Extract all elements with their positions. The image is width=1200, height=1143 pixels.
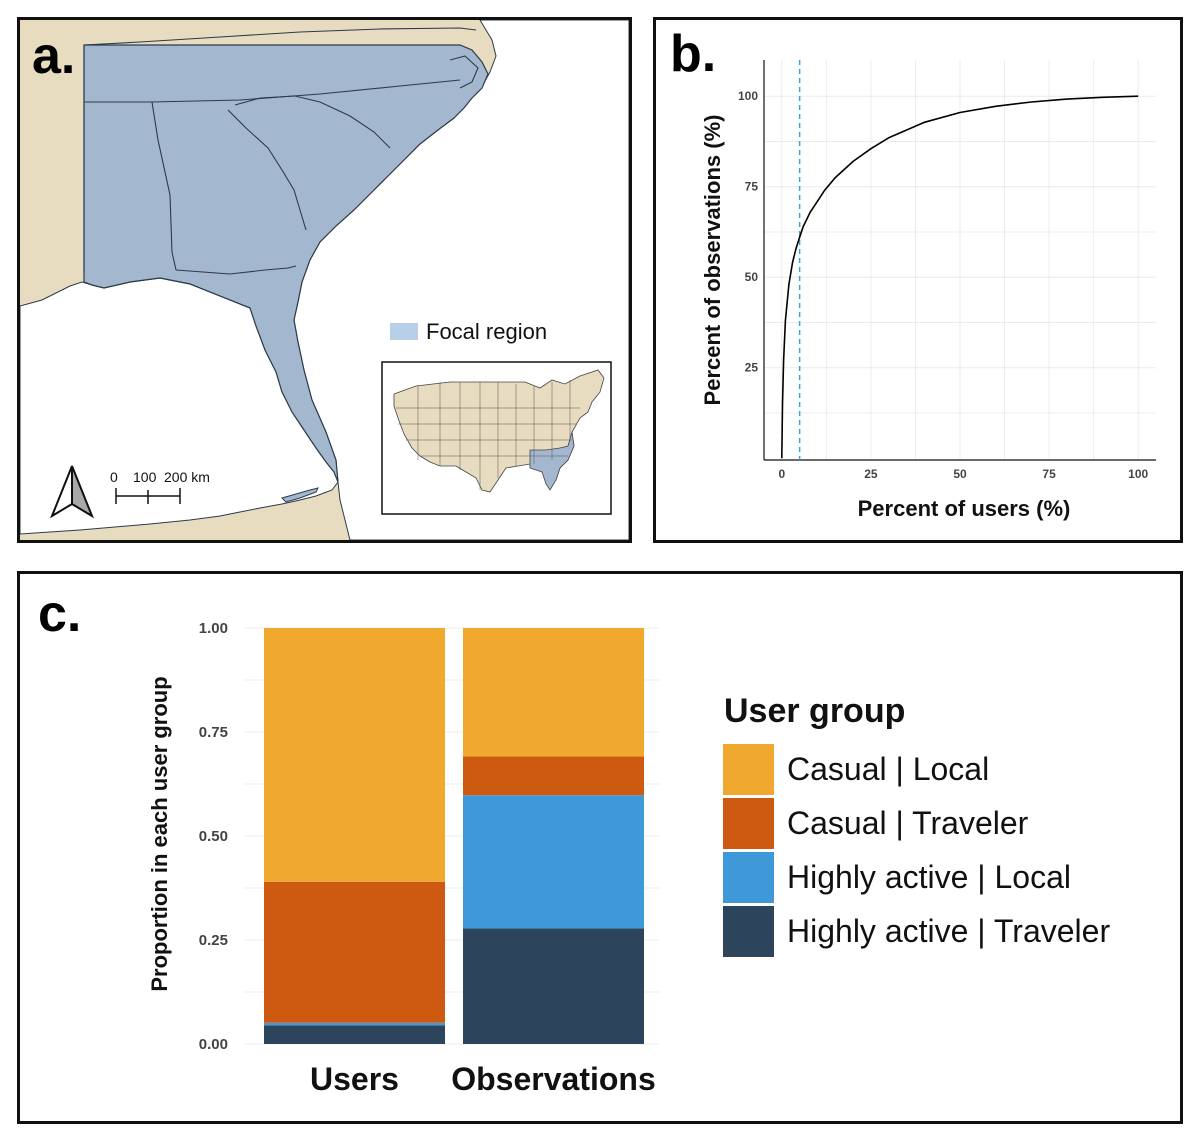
state-borders: [83, 27, 479, 275]
panel-b-cumulative-chart: 0 25 50 75 100 25 50 75 100 Percent of users (%)…: [653, 17, 1183, 543]
bar-y-tick-label: 0.25: [199, 932, 228, 949]
florida-keys: [281, 487, 319, 503]
border-nc-sc: [234, 95, 391, 149]
panel-a-map: Focal region: [17, 17, 632, 543]
scale-tick-100: 100: [133, 469, 157, 485]
focal-region-map: Focal region: [20, 20, 629, 540]
bar-segment: [264, 628, 445, 882]
panel-c-letter: c.: [38, 585, 82, 643]
inland-water: [449, 55, 479, 89]
border-al-ga: [151, 101, 177, 271]
curve-gridlines: [764, 60, 1156, 460]
legend-label: Highly active | Local: [787, 859, 1071, 895]
panel-c-stacked-bar-chart: 0.00 0.25 0.50 0.75 1.00 Users Observations P…: [17, 571, 1183, 1124]
legend-label: Highly active | Traveler: [787, 913, 1110, 949]
usa-inset-map: [381, 361, 612, 515]
bar-category-labels: Users Observations: [310, 1061, 656, 1097]
bar-y-tick-labels: 0.00 0.25 0.50 0.75 1.00: [199, 620, 228, 1053]
bar-segment: [463, 795, 644, 929]
curve-y-tick-label: 100: [738, 89, 758, 103]
curve-x-tick-label: 50: [953, 467, 967, 481]
cumulative-curve-chart: 0 25 50 75 100 25 50 75 100 Percent of users (%)…: [700, 60, 1156, 521]
scale-tick-200: 200 km: [164, 469, 210, 485]
curve-x-tick-label: 100: [1128, 467, 1148, 481]
legend-label: Casual | Traveler: [787, 805, 1029, 841]
focal-legend-swatch: [390, 323, 418, 340]
florida-panhandle-coast: [83, 277, 251, 309]
bar-y-tick-label: 1.00: [199, 620, 228, 637]
curve-y-tick-label: 25: [745, 361, 759, 375]
panel-b-letter: b.: [670, 25, 717, 83]
scale-tick-0: 0: [110, 469, 118, 485]
curve-y-axis-label: Percent of observations (%): [700, 115, 725, 406]
legend-label: Casual | Local: [787, 751, 989, 787]
focal-legend-label: Focal region: [426, 319, 547, 344]
legend-swatch: [723, 744, 774, 795]
bar-segment: [264, 1025, 445, 1044]
curve-y-tick-label: 75: [745, 180, 759, 194]
curve-x-tick-label: 0: [778, 467, 785, 481]
bar-y-tick-label: 0.50: [199, 828, 228, 845]
legend-swatch: [723, 852, 774, 903]
north-arrow-icon: [49, 465, 95, 519]
curve-x-tick-label: 25: [864, 467, 878, 481]
border-ga-fl: [175, 265, 297, 275]
cumulative-curve-line: [781, 95, 1139, 459]
bar-category-label: Users: [310, 1061, 399, 1097]
bar-segment: [463, 756, 644, 796]
curve-x-axis-label: Percent of users (%): [858, 496, 1071, 521]
bar-y-tick-label: 0.75: [199, 724, 228, 741]
scale-bar: 0 100 200 km: [110, 469, 210, 504]
curve-series: [781, 60, 1139, 460]
curve-y-tick-label: 50: [745, 270, 759, 284]
bar-y-tick-label: 0.00: [199, 1036, 228, 1053]
curve-tick-labels: 0 25 50 75 100 25 50 75 100: [738, 89, 1149, 481]
curve-x-tick-label: 75: [1042, 467, 1056, 481]
legend-title: User group: [724, 692, 905, 730]
bar-legend: Casual | Local Casual | Traveler Highly ac…: [723, 744, 1110, 957]
border-ga-sc: [227, 109, 307, 231]
legend-swatch: [723, 798, 774, 849]
border-va-north: [83, 27, 477, 46]
panel-a-letter: a.: [32, 27, 76, 85]
bar-segment: [264, 1022, 445, 1026]
inset-focal-region: [529, 431, 575, 491]
bar-segment: [463, 628, 644, 757]
legend-swatch: [723, 906, 774, 957]
inset-state-lines: [396, 380, 580, 490]
user-group-bar-chart: 0.00 0.25 0.50 0.75 1.00 Users Observations P…: [147, 620, 1110, 1097]
bar-segment: [463, 928, 644, 1044]
bar-category-label: Observations: [451, 1061, 656, 1097]
bar-y-axis-label: Proportion in each user group: [147, 676, 172, 991]
curve-axes: [763, 60, 1156, 461]
bar-segment: [264, 881, 445, 1023]
bar-segments: [264, 628, 644, 1044]
